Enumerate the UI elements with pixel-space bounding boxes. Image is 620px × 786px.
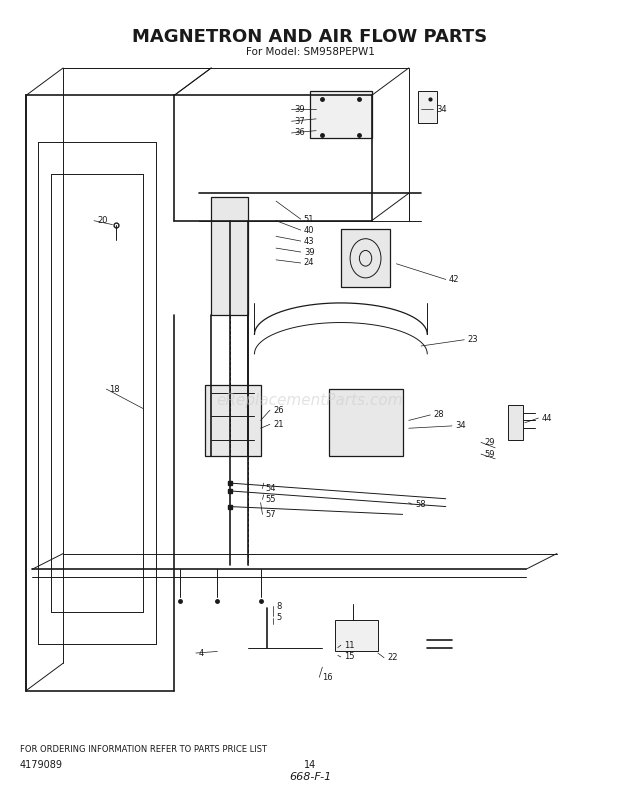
Text: 21: 21 — [273, 420, 283, 429]
Bar — [508, 405, 523, 440]
Text: 14: 14 — [304, 760, 316, 770]
Text: 5: 5 — [276, 613, 281, 623]
Text: 40: 40 — [304, 226, 314, 234]
Text: 43: 43 — [304, 237, 314, 245]
Text: 4179089: 4179089 — [20, 760, 63, 770]
Text: 59: 59 — [484, 450, 495, 458]
Text: 51: 51 — [304, 215, 314, 224]
Text: 22: 22 — [387, 653, 397, 663]
Text: 54: 54 — [265, 484, 276, 493]
Text: 39: 39 — [294, 105, 305, 114]
Text: 58: 58 — [415, 500, 425, 509]
Text: 20: 20 — [97, 216, 107, 226]
Bar — [329, 389, 402, 456]
Text: 44: 44 — [541, 413, 552, 423]
Text: 36: 36 — [294, 128, 305, 138]
Bar — [211, 197, 248, 314]
Bar — [341, 229, 390, 287]
Text: 24: 24 — [304, 259, 314, 267]
Text: FOR ORDERING INFORMATION REFER TO PARTS PRICE LIST: FOR ORDERING INFORMATION REFER TO PARTS … — [20, 745, 267, 754]
Text: 4: 4 — [199, 648, 204, 658]
Text: 29: 29 — [484, 438, 495, 447]
Text: 28: 28 — [433, 410, 444, 420]
Text: eReplacementParts.com: eReplacementParts.com — [216, 393, 404, 409]
Text: 26: 26 — [273, 406, 283, 415]
Text: 34: 34 — [455, 421, 466, 431]
Text: 37: 37 — [294, 117, 305, 126]
Text: 16: 16 — [322, 673, 333, 681]
Text: 11: 11 — [344, 641, 355, 650]
Text: 23: 23 — [467, 336, 478, 344]
Bar — [310, 91, 372, 138]
Text: 8: 8 — [276, 601, 281, 611]
Text: 668-F-1: 668-F-1 — [289, 772, 331, 782]
Text: 15: 15 — [344, 652, 355, 662]
Text: 42: 42 — [449, 275, 459, 284]
Text: MAGNETRON AND AIR FLOW PARTS: MAGNETRON AND AIR FLOW PARTS — [133, 28, 487, 46]
Bar — [418, 91, 436, 123]
Bar — [335, 620, 378, 652]
Text: 18: 18 — [109, 384, 120, 394]
Text: 57: 57 — [265, 510, 276, 519]
Text: 39: 39 — [304, 248, 314, 256]
Text: 55: 55 — [265, 495, 276, 504]
Text: For Model: SM958PEPW1: For Model: SM958PEPW1 — [246, 47, 374, 57]
Bar — [205, 385, 260, 456]
Text: 34: 34 — [436, 105, 447, 114]
